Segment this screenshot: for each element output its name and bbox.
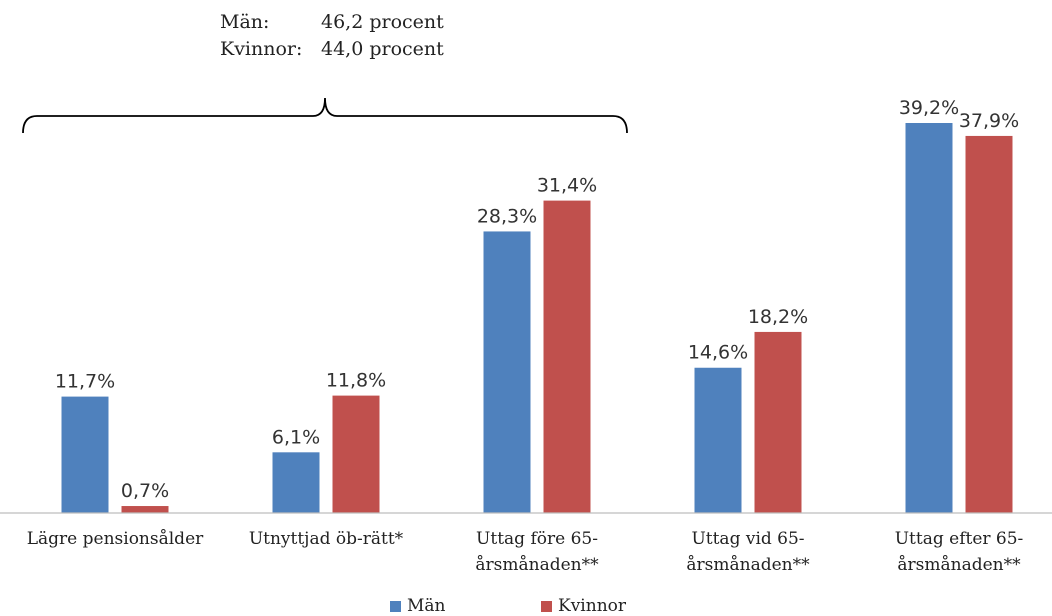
legend-label-men: Män — [407, 596, 446, 616]
legend-label-women: Kvinnor — [558, 596, 626, 616]
category-label-4-line-1: Uttag vid 65- — [691, 529, 804, 549]
bar-men-4 — [694, 367, 742, 513]
bar-women-3 — [543, 200, 591, 513]
category-label-5-line-1: Uttag efter 65- — [895, 529, 1024, 549]
annotation-women-value: 44,0 procent — [321, 38, 444, 60]
bar-women-2 — [332, 395, 380, 513]
bar-men-1 — [61, 396, 109, 513]
bar-men-5 — [905, 123, 953, 513]
data-label-women-5: 37,9% — [959, 110, 1019, 132]
legend-item-women: Kvinnor — [541, 596, 626, 616]
annotation-row-men: Män: 46,2 procent — [220, 9, 444, 36]
data-label-men-1: 11,7% — [55, 371, 115, 393]
data-label-men-2: 6,1% — [272, 426, 320, 448]
data-label-men-5: 39,2% — [899, 97, 959, 119]
bar-men-2 — [272, 452, 320, 513]
bar-women-5 — [965, 135, 1013, 514]
data-label-women-3: 31,4% — [537, 175, 597, 197]
category-label-5-line-2: årsmånaden** — [897, 555, 1021, 575]
annotation-men-label: Män: — [220, 11, 270, 33]
bar-women-1 — [121, 506, 169, 513]
legend-item-men: Män — [390, 596, 446, 616]
summary-bracket — [22, 97, 628, 134]
summary-annotation: Män: 46,2 procent Kvinnor: 44,0 procent — [220, 9, 444, 63]
bar-women-4 — [754, 331, 802, 513]
category-label-2: Utnyttjad öb-rätt* — [249, 529, 404, 549]
data-label-women-4: 18,2% — [748, 306, 808, 328]
annotation-row-women: Kvinnor: 44,0 procent — [220, 36, 444, 63]
legend-swatch-men — [390, 600, 401, 612]
category-label-4-line-2: årsmånaden** — [686, 555, 810, 575]
category-label-3-line-1: Uttag före 65- — [476, 529, 598, 549]
annotation-women-label: Kvinnor: — [220, 38, 303, 60]
legend-swatch-women — [541, 600, 552, 612]
bar-men-3 — [483, 231, 531, 513]
category-label-3-line-2: årsmånaden** — [475, 555, 599, 575]
data-label-men-3: 28,3% — [477, 205, 537, 227]
annotation-men-value: 46,2 procent — [321, 11, 444, 33]
data-label-women-1: 0,7% — [121, 480, 169, 502]
data-label-men-4: 14,6% — [688, 342, 748, 364]
category-label-1: Lägre pensionsålder — [27, 529, 204, 549]
data-label-women-2: 11,8% — [326, 370, 386, 392]
